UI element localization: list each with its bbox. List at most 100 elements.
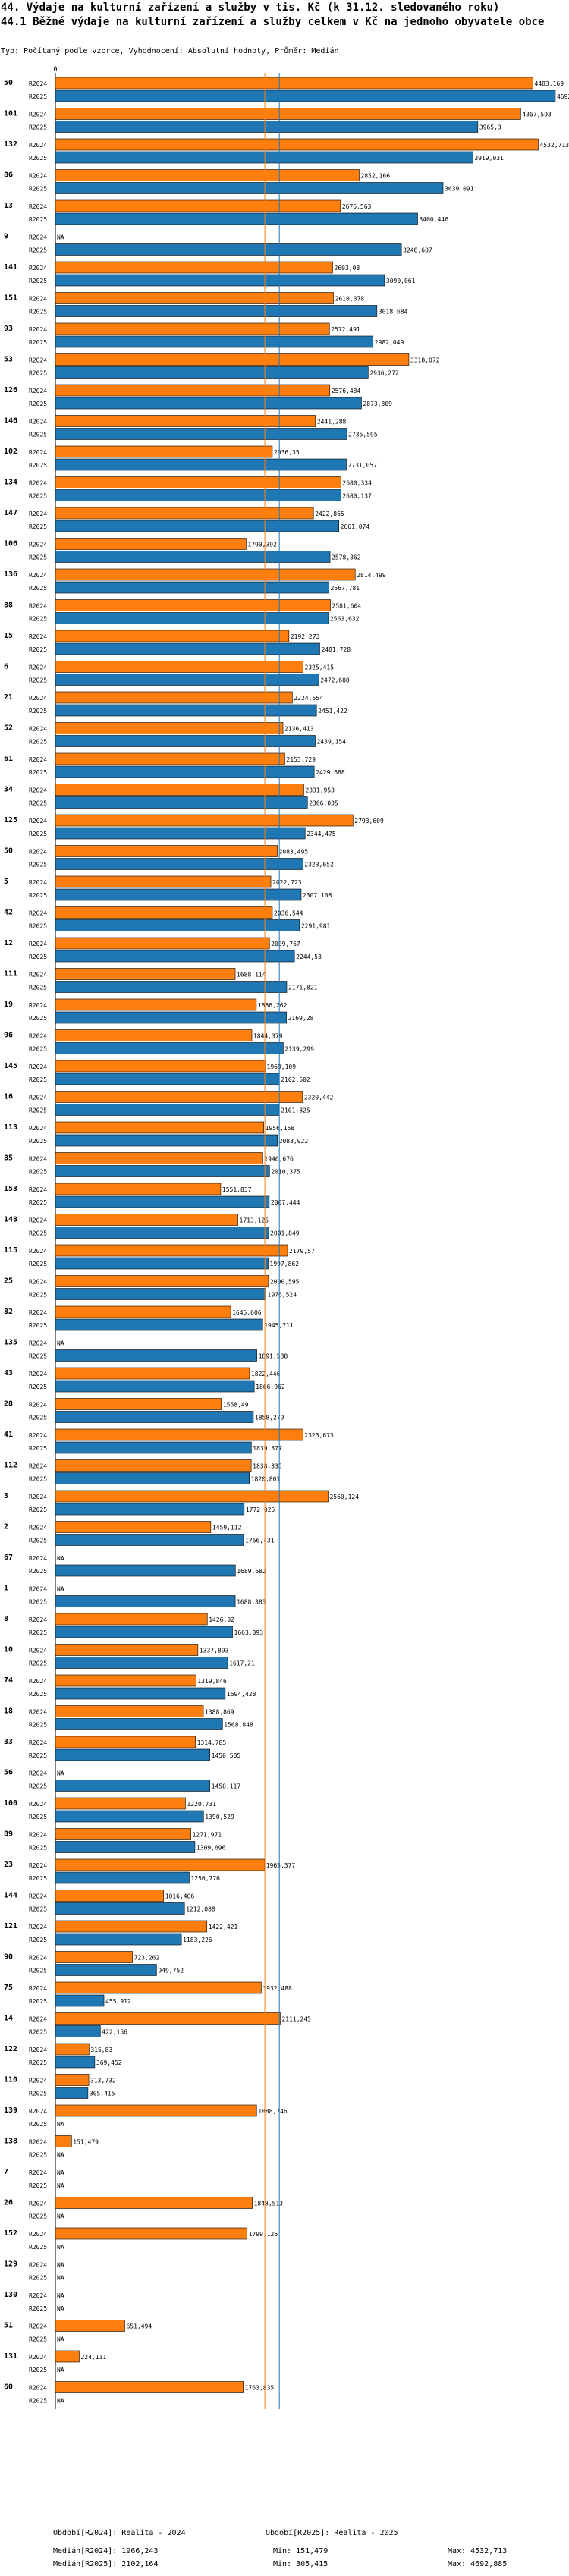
- value-label-r2024: NA: [57, 1340, 64, 1347]
- series-label-r2024: R2024: [29, 1279, 47, 1286]
- series-label-r2025: R2025: [29, 1261, 47, 1268]
- series-label-r2024: R2024: [29, 1525, 47, 1531]
- value-label-r2025: 1945,711: [264, 1322, 294, 1329]
- series-label-r2024: R2024: [29, 1739, 47, 1746]
- series-label-r2024: R2024: [29, 1002, 47, 1009]
- value-label-r2024: 1388,869: [205, 1709, 234, 1716]
- value-label-r2024: 2576,484: [332, 388, 361, 394]
- value-label-r2024: 1963,377: [266, 1862, 296, 1869]
- value-label-r2025: 1766,431: [245, 1538, 275, 1544]
- value-label-r2025: NA: [57, 2121, 64, 2128]
- series-label-r2025: R2025: [29, 2029, 47, 2036]
- value-label-r2025: 2439,154: [317, 739, 347, 746]
- value-label-r2025: 1568,848: [224, 1722, 253, 1729]
- bar-r2024: [55, 2043, 90, 2056]
- bar-r2024: [55, 138, 539, 151]
- series-label-r2024: R2024: [29, 1033, 47, 1040]
- series-label-r2024: R2024: [29, 726, 47, 733]
- series-label-r2024: R2024: [29, 2201, 47, 2207]
- value-label-r2024: 2610,378: [335, 296, 365, 303]
- value-label-r2025: 2102,502: [281, 1076, 310, 1083]
- series-label-r2025: R2025: [29, 1506, 47, 1513]
- series-label-r2024: R2024: [29, 480, 47, 487]
- series-label-r2024: R2024: [29, 203, 47, 210]
- bar-r2025: [55, 1503, 245, 1516]
- series-label-r2025: R2025: [29, 2305, 47, 2312]
- series-label-r2025: R2025: [29, 93, 47, 100]
- value-label-r2025: 2481,728: [321, 646, 351, 653]
- series-label-r2024: R2024: [29, 2108, 47, 2115]
- chart-type-note: Typ: Počítaný podle vzorce, Vyhodnocení:…: [1, 47, 339, 55]
- value-label-r2025: 2344,475: [307, 831, 336, 837]
- bar-r2025: [55, 1871, 190, 1884]
- value-label-r2024: 2036,544: [274, 910, 303, 917]
- series-label-r2024: R2024: [29, 1432, 47, 1439]
- series-label-r2024: R2024: [29, 1709, 47, 1716]
- value-label-r2025: 2010,375: [271, 1169, 300, 1176]
- series-label-r2025: R2025: [29, 1415, 47, 1422]
- series-label-r2025: R2025: [29, 1199, 47, 1206]
- series-label-r2024: R2024: [29, 818, 47, 825]
- bar-r2025: [55, 212, 418, 225]
- value-label-r2025: NA: [57, 2152, 64, 2159]
- category-label: 42: [4, 909, 13, 917]
- value-label-r2025: 2661,074: [341, 523, 370, 530]
- bar-r2024: [55, 599, 331, 611]
- value-label-r2025: NA: [57, 2213, 64, 2220]
- series-label-r2024: R2024: [29, 1955, 47, 1962]
- value-label-r2025: 2982,049: [375, 339, 404, 346]
- value-label-r2024: 3318,072: [410, 357, 440, 364]
- value-label-r2024: 1838,335: [253, 1463, 282, 1470]
- bar-r2025: [55, 1472, 250, 1484]
- series-label-r2025: R2025: [29, 2336, 47, 2343]
- value-label-r2025: 2139,299: [284, 1046, 314, 1053]
- value-label-r2024: 2136,413: [284, 726, 314, 733]
- series-label-r2025: R2025: [29, 1691, 47, 1698]
- bar-r2025: [55, 1657, 228, 1669]
- value-label-r2025: 2578,362: [332, 554, 361, 561]
- series-label-r2024: R2024: [29, 142, 47, 149]
- category-label: 16: [4, 1093, 13, 1101]
- bar-r2024: [55, 507, 314, 520]
- series-label-r2025: R2025: [29, 370, 47, 377]
- bar-r2024: [55, 169, 360, 181]
- median-2025-label: Medián[R2025]: 2102,164: [53, 2560, 159, 2568]
- series-label-r2025: R2025: [29, 1076, 47, 1083]
- series-label-r2024: R2024: [29, 1586, 47, 1593]
- category-label: 56: [4, 1769, 13, 1777]
- category-label: 28: [4, 1400, 13, 1409]
- series-label-r2025: R2025: [29, 493, 47, 500]
- bar-r2025: [55, 151, 473, 164]
- value-label-r2024: 1790,392: [247, 542, 277, 548]
- value-label-r2024: 1969,109: [267, 1063, 297, 1070]
- category-label: 138: [4, 2138, 17, 2146]
- value-label-r2025: 949,752: [158, 1968, 184, 1974]
- value-label-r2024: 1844,379: [253, 1033, 283, 1040]
- value-label-r2025: 1256,776: [190, 1875, 220, 1882]
- bar-r2024: [55, 2135, 72, 2147]
- bar-r2024: [55, 322, 330, 335]
- bar-r2024: [55, 199, 341, 212]
- series-label-r2024: R2024: [29, 1832, 47, 1839]
- bar-r2025: [55, 1441, 252, 1454]
- value-label-r2025: 1688,383: [237, 1599, 266, 1606]
- bar-r2024: [55, 1890, 165, 1902]
- category-label: 50: [4, 847, 13, 856]
- min-2025-label: Min: 305,415: [273, 2560, 329, 2568]
- bar-r2025: [55, 305, 378, 317]
- bar-r2024: [55, 2350, 80, 2363]
- value-label-r2025: 1617,21: [229, 1660, 255, 1667]
- category-label: 102: [4, 448, 17, 456]
- value-label-r2025: 1866,962: [256, 1384, 285, 1390]
- series-label-r2025: R2025: [29, 1968, 47, 1974]
- bar-r2024: [55, 1459, 252, 1472]
- bar-r2024: [55, 2197, 253, 2209]
- bar-r2025: [55, 735, 316, 747]
- category-label: 75: [4, 1984, 13, 1992]
- bar-r2025: [55, 2056, 96, 2069]
- category-label: 93: [4, 325, 13, 333]
- series-label-r2024: R2024: [29, 664, 47, 671]
- value-label-r2025: 1839,377: [253, 1445, 282, 1452]
- value-label-r2024: 1220,731: [187, 1801, 216, 1808]
- value-label-r2025: 1820,801: [251, 1476, 281, 1483]
